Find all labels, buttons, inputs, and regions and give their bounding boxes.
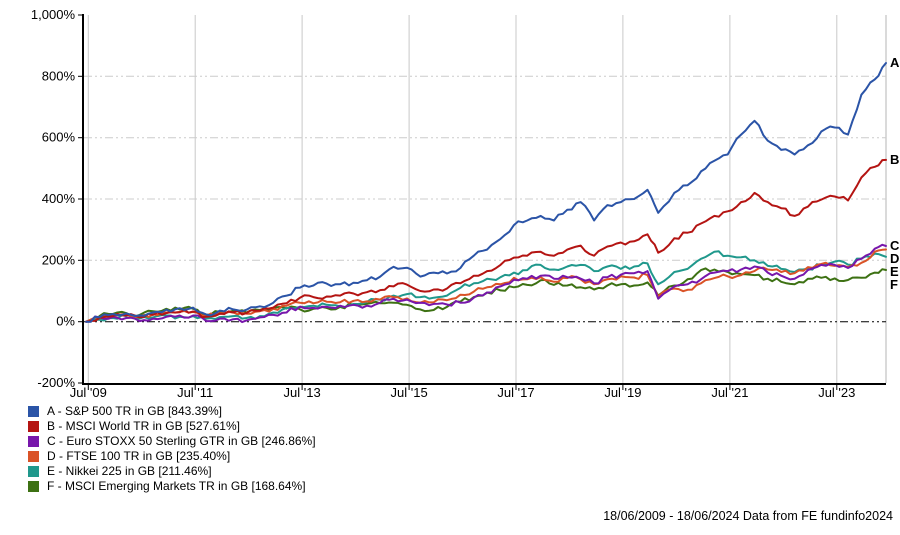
legend-swatch-C — [28, 436, 39, 447]
y-tick-label: 600% — [42, 130, 76, 145]
legend-swatch-E — [28, 466, 39, 477]
legend-swatch-D — [28, 451, 39, 462]
legend-item-A: A - S&P 500 TR in GB [843.39%] — [28, 404, 316, 419]
y-tick-label: 200% — [42, 252, 76, 267]
series-endpoint-label-C: C — [890, 238, 900, 253]
x-tick-label: Jul '15 — [391, 385, 428, 400]
x-tick-label: Jul '19 — [604, 385, 641, 400]
y-tick-label: 800% — [42, 68, 76, 83]
legend-swatch-B — [28, 421, 39, 432]
legend-label-D: D - FTSE 100 TR in GB [235.40%] — [47, 449, 231, 463]
x-tick-label: Jul '09 — [70, 385, 107, 400]
y-tick-label: 400% — [42, 191, 76, 206]
date-range-attribution: 18/06/2009 - 18/06/2024 Data from FE fun… — [603, 509, 893, 523]
series-line-E — [85, 250, 887, 323]
legend-item-D: D - FTSE 100 TR in GB [235.40%] — [28, 449, 316, 464]
legend-label-C: C - Euro STOXX 50 Sterling GTR in GB [24… — [47, 434, 316, 448]
series-endpoint-label-E: E — [890, 264, 899, 279]
legend-label-A: A - S&P 500 TR in GB [843.39%] — [47, 404, 222, 418]
series-endpoint-label-A: A — [890, 55, 900, 70]
series-endpoint-label-F: F — [890, 277, 898, 292]
legend-item-B: B - MSCI World TR in GB [527.61%] — [28, 419, 316, 434]
legend-label-E: E - Nikkei 225 in GB [211.46%] — [47, 464, 212, 478]
x-tick-label: Jul '13 — [284, 385, 321, 400]
series-line-B — [85, 158, 887, 323]
legend-item-E: E - Nikkei 225 in GB [211.46%] — [28, 464, 316, 479]
x-tick-label: Jul '23 — [818, 385, 855, 400]
x-tick-label: Jul '11 — [177, 385, 213, 400]
series-endpoint-label-B: B — [890, 152, 899, 167]
series-endpoint-label-D: D — [890, 251, 899, 266]
y-tick-label: 0% — [56, 314, 75, 329]
legend-swatch-F — [28, 481, 39, 492]
x-tick-label: Jul '21 — [711, 385, 748, 400]
x-tick-label: Jul '17 — [497, 385, 534, 400]
legend-item-C: C - Euro STOXX 50 Sterling GTR in GB [24… — [28, 434, 316, 449]
legend-label-F: F - MSCI Emerging Markets TR in GB [168.… — [47, 479, 306, 493]
series-line-C — [85, 243, 887, 324]
y-tick-label: 1,000% — [31, 7, 76, 22]
chart-legend: A - S&P 500 TR in GB [843.39%] B - MSCI W… — [28, 404, 316, 494]
legend-swatch-A — [28, 406, 39, 417]
legend-label-B: B - MSCI World TR in GB [527.61%] — [47, 419, 240, 433]
legend-item-F: F - MSCI Emerging Markets TR in GB [168.… — [28, 479, 316, 494]
y-tick-label: -200% — [37, 375, 75, 390]
series-line-A — [85, 62, 887, 323]
